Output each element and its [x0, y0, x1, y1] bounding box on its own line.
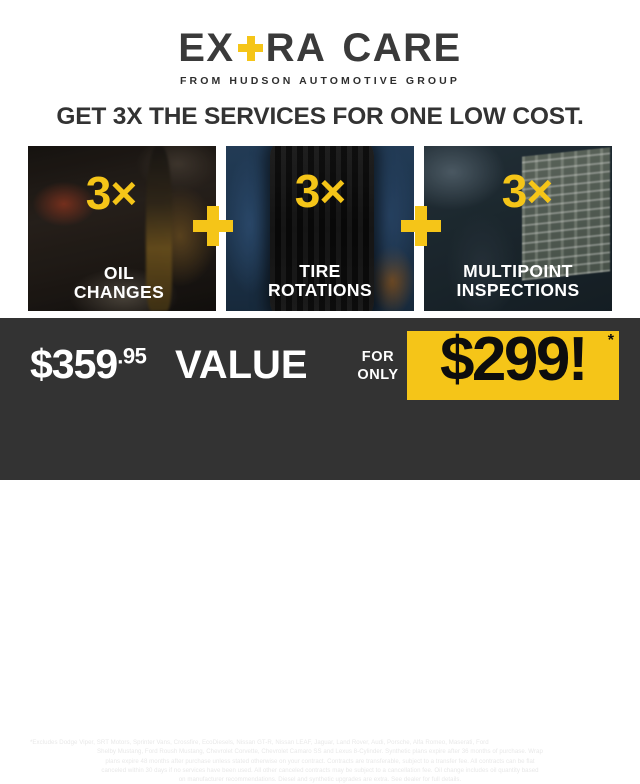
logo-text-ra: RA [265, 26, 327, 71]
service-panel-tire-rotations: 3× TIRE ROTATIONS [226, 146, 414, 311]
plus-separator-icon-1 [193, 206, 233, 246]
fine-print-line-4: canceled within 30 days if no services h… [101, 766, 539, 774]
service-panel-oil-changes: 3× OIL CHANGES [28, 146, 216, 311]
panel-label-line1: MULTIPOINT [463, 260, 573, 281]
panel-label: OIL CHANGES [28, 262, 216, 303]
headline: GET 3X THE SERVICES FOR ONE LOW COST. [56, 103, 584, 130]
fine-print-line-2: Shelby Mustang, Ford Roush Mustang, Chev… [97, 748, 543, 756]
service-panel-multipoint-inspections: 3× MULTIPOINT INSPECTIONS [424, 146, 612, 311]
brand-tagline: FROM HUDSON AUTOMOTIVE GROUP [180, 75, 460, 88]
panel-label: MULTIPOINT INSPECTIONS [424, 260, 612, 301]
service-panels: 3× OIL CHANGES 3× TIRE ROTATIONS 3× MULT… [28, 146, 612, 311]
panel-overlay [28, 146, 216, 311]
for-text: FOR [361, 349, 395, 365]
panel-multiplier: 3× [501, 165, 553, 217]
value-word: VALUE [175, 343, 308, 387]
original-value-price: $359.95 [30, 341, 147, 387]
panel-overlay [226, 146, 414, 311]
logo-text-care: CARE [342, 26, 462, 71]
diagnostic-laptop-photo [424, 146, 612, 311]
plus-separator-icon-2 [401, 206, 441, 246]
panel-overlay [424, 146, 612, 311]
price-row: $359.95 VALUE FOR ONLY [0, 318, 640, 410]
original-value-dollars: $359 [30, 341, 118, 387]
tire-held-by-technician-photo [226, 146, 414, 311]
only-text: ONLY [357, 366, 399, 383]
logo-wordmark: EX RA CARE [178, 26, 461, 68]
panel-multiplier: 3× [85, 167, 137, 219]
panel-label-line1: OIL [103, 262, 135, 283]
for-only-label: FOR ONLY [349, 349, 407, 384]
panel-label: TIRE ROTATIONS [226, 260, 414, 301]
panel-label-line2: ROTATIONS [267, 280, 373, 301]
sale-price-amount: $299! [439, 325, 589, 394]
brand-logo: EX RA CARE FROM HUDSON AUTOMOTIVE GROUP [0, 26, 640, 87]
plus-cross-icon [237, 35, 263, 61]
fine-print-line-5: on manufacturer recommendations. Diesel … [178, 776, 462, 783]
panel-label-line2: CHANGES [73, 282, 165, 303]
oil-pouring-photo [28, 146, 216, 311]
fine-print-disclaimer: *Excludes Dodge Viper, SRT Motors, Sprin… [30, 738, 610, 784]
advertisement-root: EX RA CARE FROM HUDSON AUTOMOTIVE GROUP GE… [0, 0, 640, 480]
panel-multiplier: 3× [294, 165, 346, 217]
fine-print-line-1: *Excludes Dodge Viper, SRT Motors, Sprin… [30, 739, 489, 746]
original-value-cents: .95 [117, 343, 147, 369]
asterisk-marker: * [607, 332, 614, 349]
fine-print-line-3: plans expire 48 months after purchase un… [105, 757, 535, 765]
panel-label-line1: TIRE [299, 260, 341, 281]
panel-label-line2: INSPECTIONS [456, 280, 580, 301]
logo-text-ex: EX [178, 26, 235, 71]
sale-price-box: $299! * [407, 326, 619, 400]
